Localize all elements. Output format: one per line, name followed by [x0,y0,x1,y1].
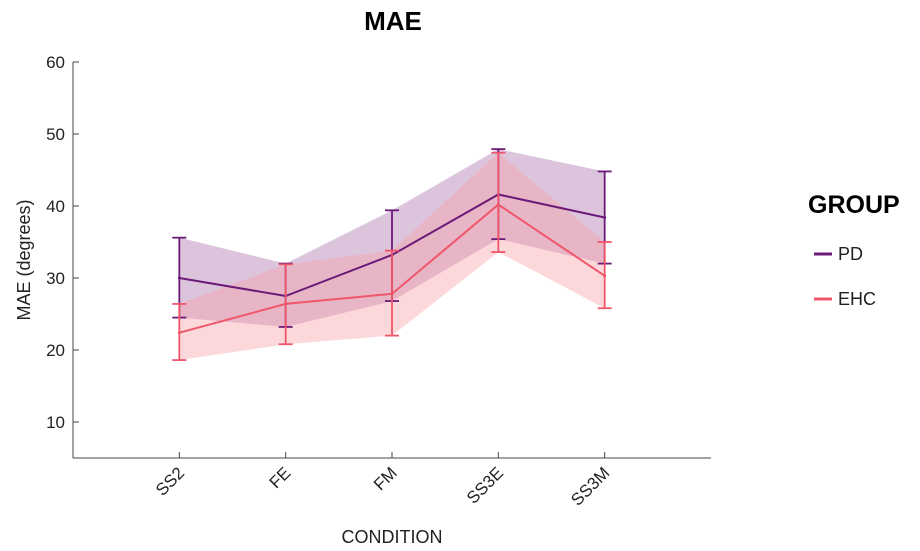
legend: GROUP PD EHC [808,191,900,309]
x-tick-label: SS3M [567,463,613,509]
plot-area: 10 20 30 40 50 60 SS2 FE FM SS3E SS3M [46,53,711,510]
legend-label-ehc: EHC [838,289,876,309]
x-axis-label: CONDITION [342,527,443,547]
chart-title: MAE [364,6,422,36]
data-point-ehc [496,203,500,207]
data-point-pd [603,216,607,220]
data-point-ehc [603,274,607,278]
data-point-ehc [390,292,394,296]
y-axis-label: MAE (degrees) [14,199,34,320]
x-tick-label: FE [266,463,295,492]
x-tick-label: SS2 [152,463,188,499]
x-tick-label: SS3E [463,463,507,507]
legend-title: GROUP [808,191,900,219]
legend-label-pd: PD [838,244,863,264]
y-tick-label: 10 [46,413,65,432]
data-point-pd [177,276,181,280]
y-tick-label: 60 [46,53,65,72]
y-tick-label: 40 [46,197,65,216]
data-point-ehc [177,331,181,335]
y-tick-label: 50 [46,125,65,144]
y-tick-label: 20 [46,341,65,360]
y-tick-label: 30 [46,269,65,288]
x-tick-label: FM [370,463,401,494]
data-point-ehc [284,302,288,306]
